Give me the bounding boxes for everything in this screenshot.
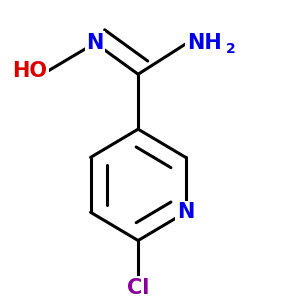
Text: NH: NH [187, 33, 222, 53]
Text: N: N [177, 202, 194, 222]
Text: N: N [86, 33, 104, 53]
Text: Cl: Cl [127, 278, 149, 298]
Text: 2: 2 [226, 42, 236, 56]
Text: HO: HO [13, 61, 48, 81]
